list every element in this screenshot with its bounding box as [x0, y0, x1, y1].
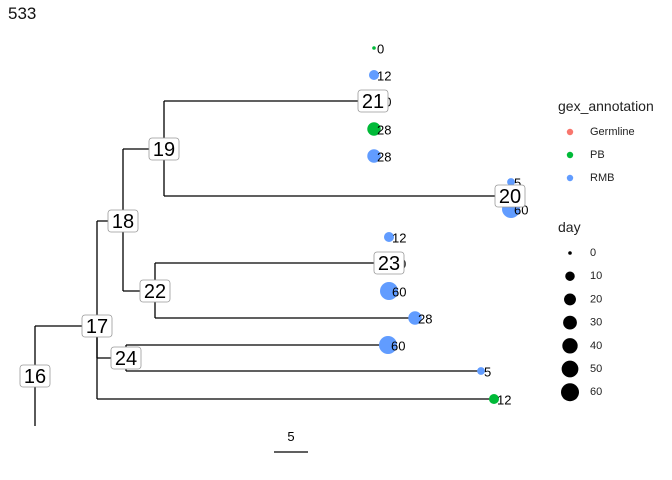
legend-day-label: 10 — [590, 270, 602, 282]
legend-day-label: 20 — [590, 293, 602, 305]
legend-annotation-title: gex_annotation — [558, 98, 654, 114]
tip-point — [368, 69, 380, 81]
legend-day-key — [563, 315, 577, 330]
legend: gex_annotation Germline PB RMB day 0 10 20 30… — [558, 98, 654, 402]
legend-annotation-key — [566, 128, 574, 136]
tip-label: 60 — [391, 339, 405, 354]
legend-annotation-key — [566, 151, 574, 159]
node-label-box — [373, 251, 405, 275]
legend-annotation-key — [566, 174, 574, 182]
tip-label: 0 — [377, 42, 384, 57]
tip-label: 28 — [418, 312, 432, 327]
legend-day-label: 40 — [590, 340, 602, 352]
tree-internal-nodes: 16 17 18 19 20 22 23 24 21 — [19, 89, 526, 388]
node-label: 20 — [499, 186, 521, 208]
tip-point — [383, 231, 395, 243]
tip-label: 12 — [497, 393, 511, 408]
scale-bar-label: 5 — [287, 429, 294, 444]
legend-day-key — [568, 251, 572, 255]
tip-point — [408, 311, 422, 325]
tip-point — [372, 46, 376, 50]
tip-point — [477, 367, 485, 375]
legend-day-key — [564, 293, 576, 306]
legend-annotation-label: Germline — [590, 126, 635, 138]
legend-day-label: 0 — [590, 247, 596, 259]
tip-point — [380, 282, 398, 300]
tip-label: 28 — [377, 150, 391, 165]
node-label: 19 — [153, 139, 175, 161]
tip-label: 28 — [377, 123, 391, 138]
tip-point — [379, 336, 397, 354]
node-label-box — [494, 184, 526, 208]
node-label: 22 — [144, 281, 166, 303]
legend-annotation-label: PB — [590, 149, 605, 161]
tip-point — [507, 178, 515, 186]
legend-day-key — [562, 338, 578, 354]
tree-tips: 012602828560120602860512 — [365, 42, 528, 408]
tip-label: 5 — [514, 176, 521, 191]
legend-day-key — [561, 383, 579, 402]
tip-label: 60 — [392, 285, 406, 300]
legend-day-key — [565, 271, 575, 281]
node-label: 16 — [24, 366, 46, 388]
node-label: 23 — [378, 253, 400, 275]
node-label: 18 — [112, 211, 134, 233]
node-label-box — [357, 89, 389, 113]
tip-point — [488, 393, 500, 405]
node-label-box — [139, 279, 171, 303]
node-label-box — [110, 346, 142, 370]
legend-day-label: 60 — [590, 386, 602, 398]
legend-day-label: 50 — [590, 363, 602, 375]
legend-day-label: 30 — [590, 317, 602, 329]
legend-annotation-label: RMB — [590, 172, 614, 184]
tip-label: 12 — [377, 69, 391, 84]
node-label-box — [107, 209, 139, 233]
page-title: 533 — [8, 4, 37, 23]
node-label-box — [81, 314, 113, 338]
tip-point — [367, 149, 381, 163]
legend-day-title: day — [558, 219, 581, 235]
node-label: 21 — [362, 91, 384, 113]
legend-day-key — [561, 360, 579, 378]
tip-label: 5 — [484, 365, 491, 380]
node-label-box — [19, 364, 51, 388]
tip-label: 12 — [392, 231, 406, 246]
node-label: 24 — [115, 348, 137, 370]
scale-bar: 5 — [274, 429, 308, 453]
tip-point — [367, 122, 381, 136]
node-label: 17 — [86, 316, 108, 338]
node-label-box — [148, 137, 180, 161]
tree-branches — [34, 100, 510, 426]
